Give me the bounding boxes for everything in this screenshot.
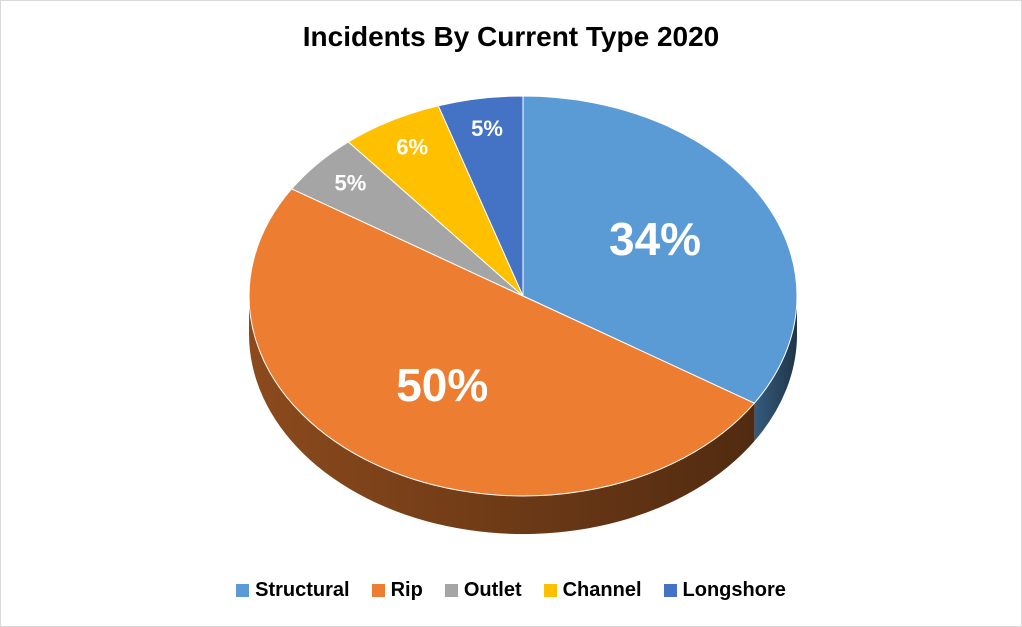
pie-sides — [249, 296, 797, 534]
slice-rip[interactable] — [248, 188, 756, 497]
legend-swatch — [543, 584, 557, 597]
legend-item-longshore: Longshore — [663, 579, 786, 602]
slice-side-shade — [754, 296, 797, 442]
slice-side-shade — [249, 296, 755, 534]
legend-item-structural: Structural — [236, 579, 350, 602]
pie-labels: 34% 50% 5% 6% 5% — [334, 116, 701, 411]
data-label-outlet: 5% — [334, 171, 366, 196]
legend-item-outlet: Outlet — [444, 579, 522, 602]
legend-swatch — [444, 584, 458, 597]
legend-label: Channel — [562, 579, 642, 601]
data-label-rip: 50% — [396, 359, 488, 411]
data-label-channel: 6% — [396, 135, 428, 160]
slice-longshore[interactable] — [437, 95, 524, 297]
legend-item-channel: Channel — [543, 579, 642, 602]
slice-structural[interactable] — [522, 95, 798, 404]
legend-label: Rip — [390, 579, 423, 601]
legend-label: Structural — [255, 579, 350, 601]
legend-swatch — [663, 584, 677, 597]
data-label-structural: 34% — [609, 213, 701, 265]
data-label-longshore: 5% — [471, 116, 503, 141]
legend-swatch — [371, 584, 385, 597]
legend-label: Outlet — [463, 579, 522, 601]
legend-swatch — [236, 584, 250, 597]
legend: Structural Rip Outlet Channel Longshore — [1, 579, 1021, 602]
chart-title: Incidents By Current Type 2020 — [302, 21, 720, 52]
legend-item-rip: Rip — [371, 579, 423, 602]
pie-top — [248, 95, 798, 497]
legend-label: Longshore — [682, 579, 786, 601]
